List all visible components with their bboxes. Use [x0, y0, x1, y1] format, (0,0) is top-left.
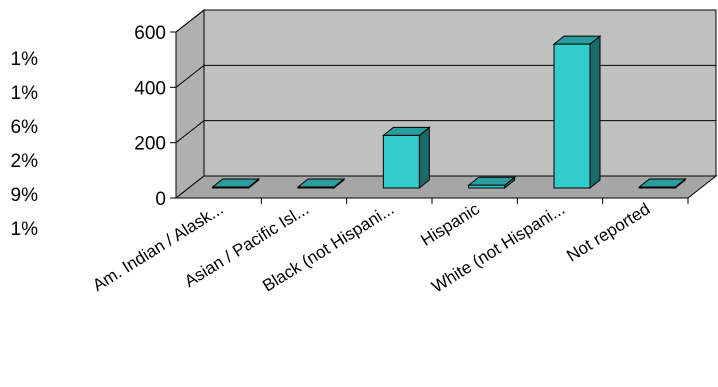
back-wall [203, 9, 717, 177]
side-wall [175, 8, 205, 200]
bar-side [589, 35, 601, 190]
percentage-label: 9% [10, 185, 38, 206]
percentage-label: 6% [10, 117, 38, 138]
bar [212, 186, 250, 189]
gridline [175, 64, 716, 88]
percentage-label: 2% [10, 151, 38, 172]
x-tick-label: Not reported [563, 199, 653, 265]
percentage-label: 1% [10, 83, 38, 104]
x-tick-label: Hispanic [417, 199, 483, 250]
bar [297, 186, 335, 189]
y-tick-label: 0 [155, 189, 166, 210]
y-tick-label: 200 [134, 134, 166, 155]
bar [468, 184, 506, 189]
y-tick-label: 400 [134, 78, 166, 99]
bar [553, 43, 591, 189]
gridline [175, 120, 716, 144]
percentage-label: 1% [10, 219, 38, 240]
gridline [175, 9, 716, 33]
percentage-label: 1% [10, 49, 38, 70]
bar [382, 134, 420, 189]
y-tick-label: 600 [134, 23, 166, 44]
bar-side [418, 126, 430, 190]
bar [638, 186, 676, 189]
